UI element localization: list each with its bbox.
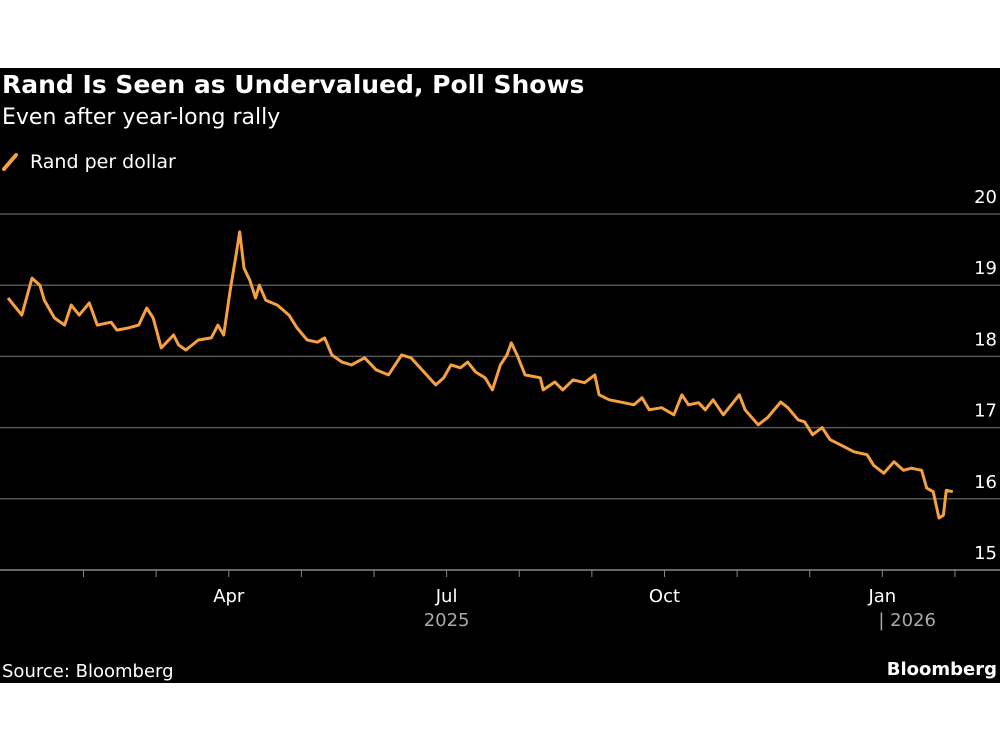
x-tick-label: Oct: [649, 586, 680, 607]
y-tick-label: 16: [974, 472, 997, 493]
brand: Bloomberg: [887, 659, 997, 680]
source: Source: Bloomberg: [2, 661, 174, 682]
line-series: [6, 230, 954, 520]
y-tick-label: 17: [974, 401, 997, 422]
y-tick-label: 18: [974, 329, 997, 350]
x-tick-label: Jul: [435, 586, 458, 607]
legend-label: Rand per dollar: [30, 151, 176, 173]
chart-title: Rand Is Seen as Undervalued, Poll Shows: [2, 70, 584, 99]
year-label: 2025: [424, 610, 470, 631]
chart-subtitle: Even after year-long rally: [2, 105, 280, 130]
legend-swatch: [2, 153, 18, 171]
y-tick-label: 15: [974, 543, 997, 564]
x-tick-label: Apr: [213, 586, 245, 607]
y-tick-label: 19: [974, 258, 997, 279]
y-tick-label: 20: [974, 187, 997, 208]
panel: [0, 68, 1000, 683]
x-tick-label: Jan: [867, 586, 896, 607]
year-label: | 2026: [878, 610, 936, 631]
